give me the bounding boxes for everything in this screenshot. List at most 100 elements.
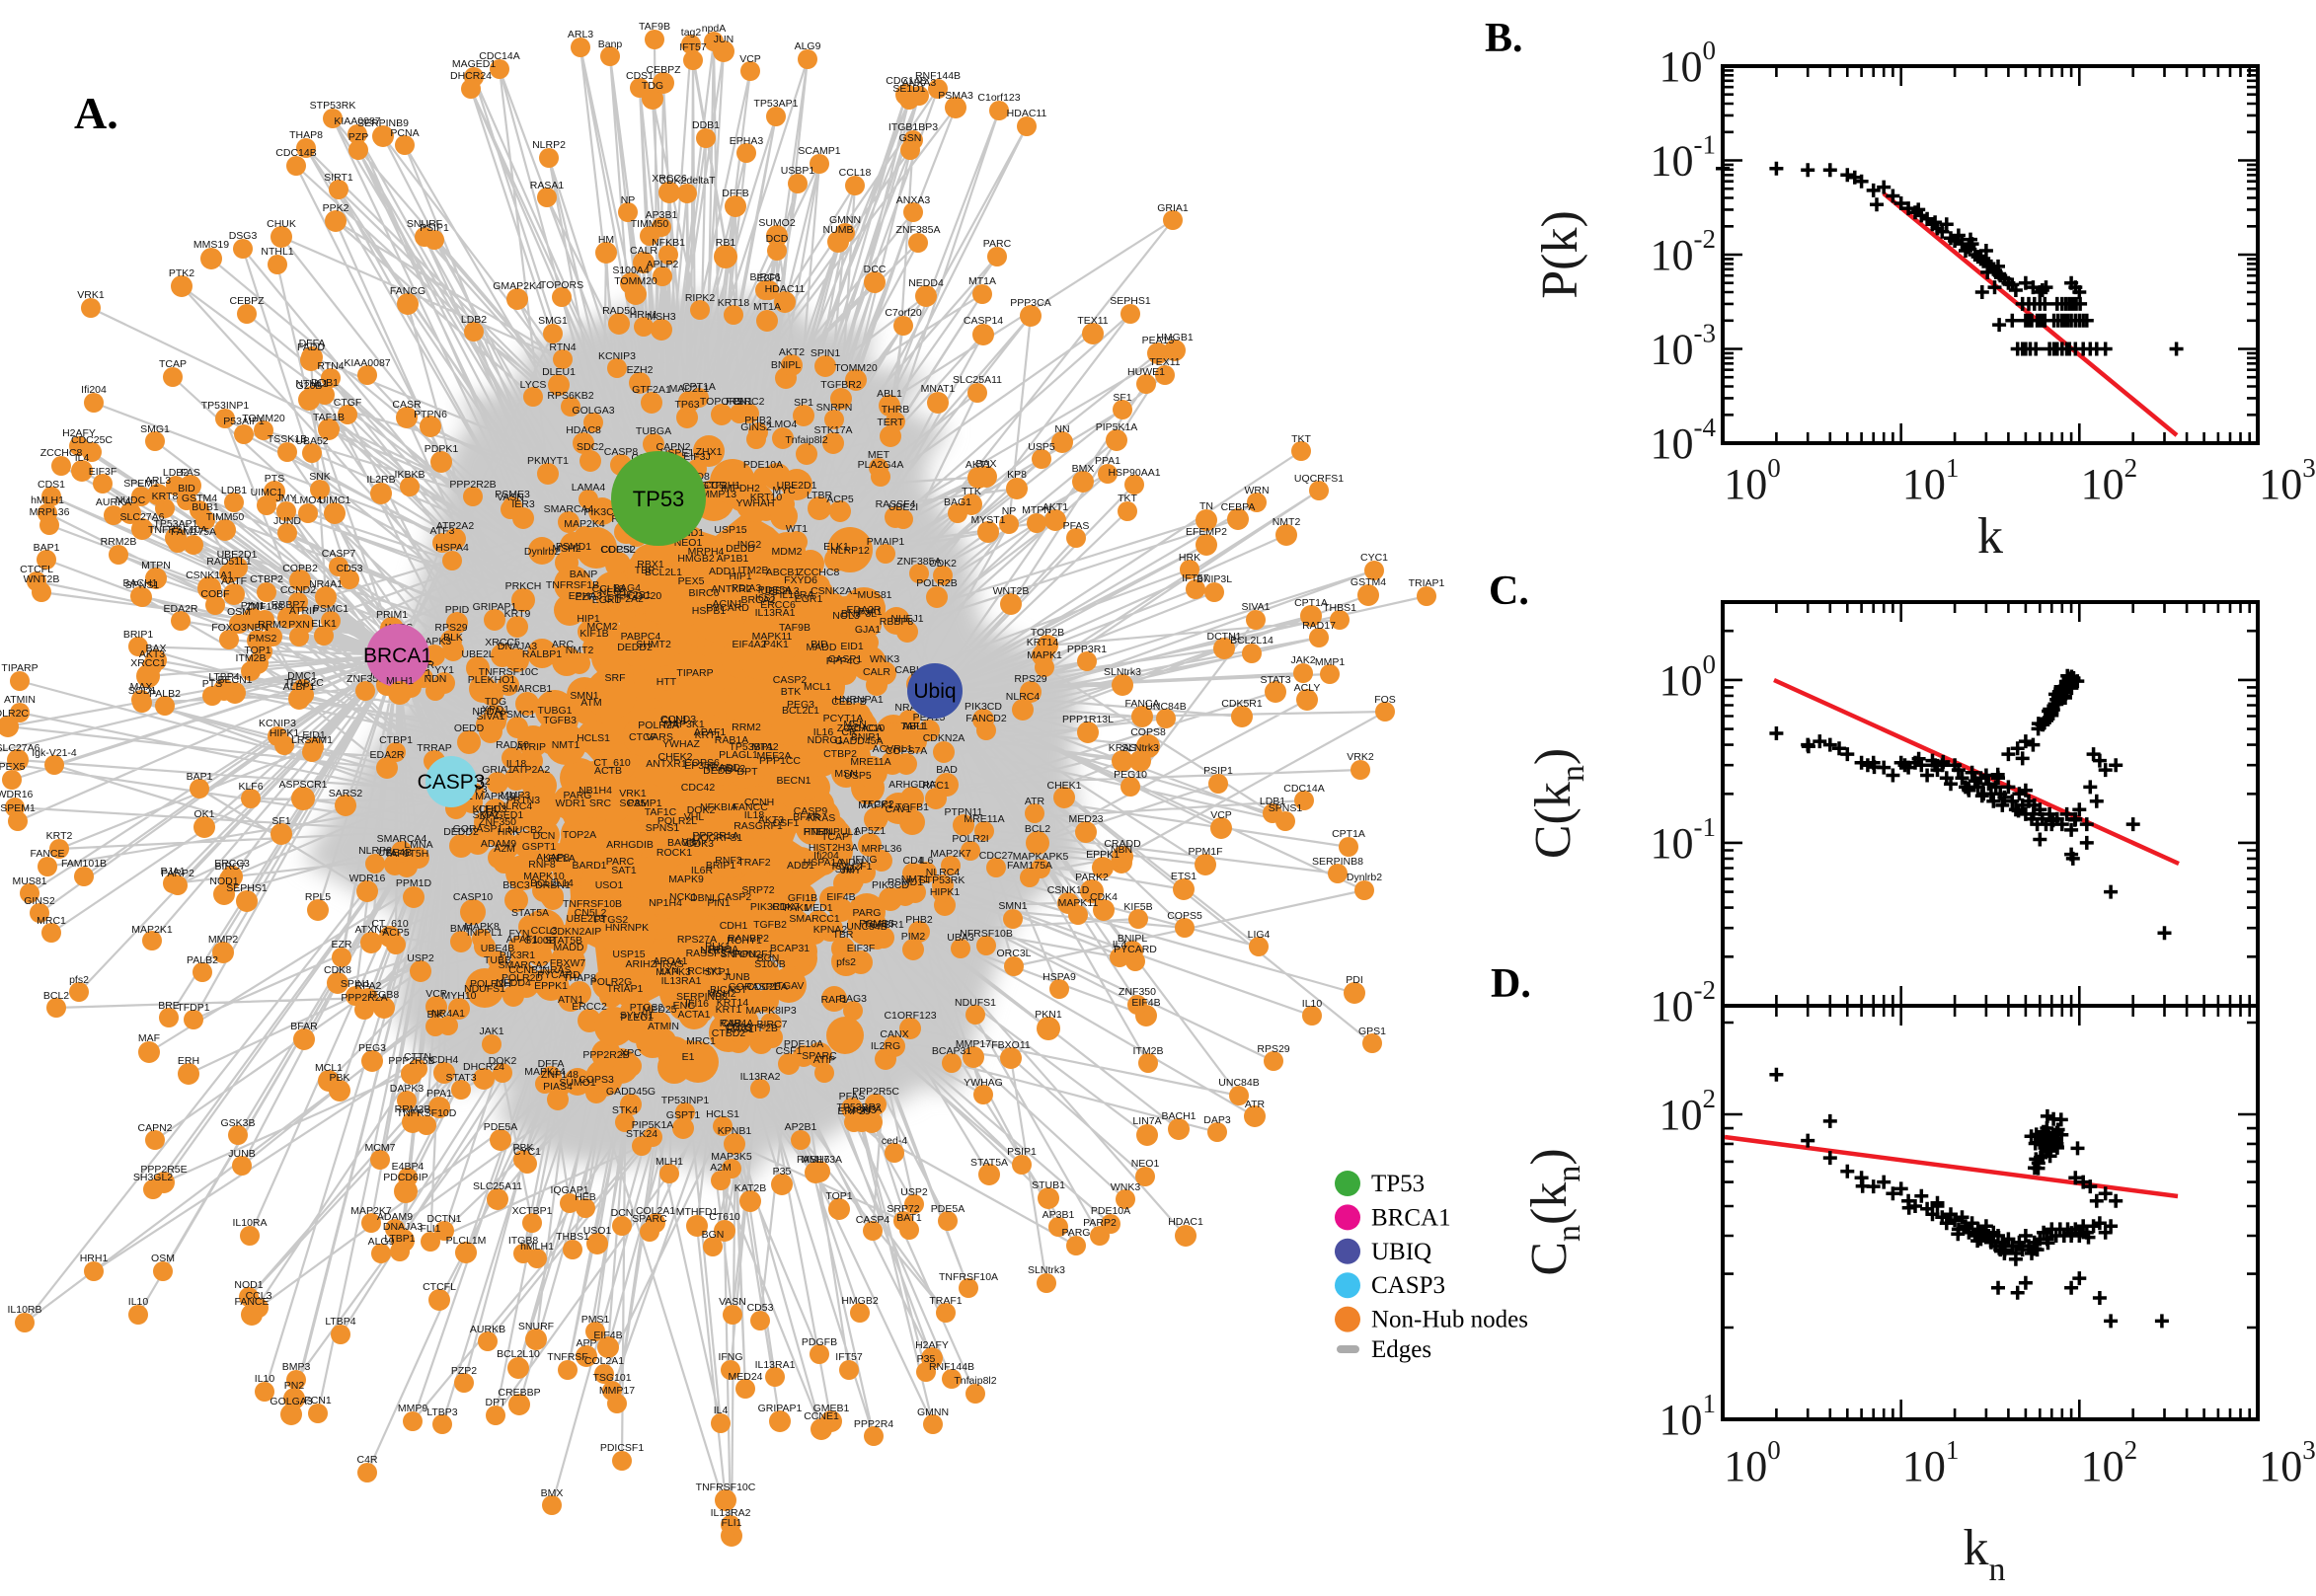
- svg-text:BCL2L14: BCL2L14: [1230, 635, 1274, 646]
- svg-text:EFEMP2: EFEMP2: [1186, 526, 1227, 538]
- svg-text:RNF2: RNF2: [715, 855, 742, 867]
- svg-text:IL13RA2: IL13RA2: [711, 1507, 751, 1519]
- svg-text:NB1H4: NB1H4: [579, 785, 612, 797]
- svg-text:TOPORS: TOPORS: [540, 279, 583, 291]
- svg-text:PIK3CD: PIK3CD: [965, 701, 1002, 713]
- svg-text:BNIP1: BNIP1: [851, 731, 882, 743]
- svg-text:VASN: VASN: [497, 492, 524, 503]
- svg-text:BAP1: BAP1: [34, 542, 60, 554]
- svg-text:NMT1: NMT1: [901, 874, 930, 885]
- svg-text:LMO4: LMO4: [294, 494, 323, 506]
- svg-text:ANTXR1: ANTXR1: [646, 758, 687, 770]
- svg-text:RBBP8: RBBP8: [880, 616, 914, 628]
- svg-text:PARC: PARC: [983, 238, 1012, 250]
- svg-text:MAPK8IP3: MAPK8IP3: [745, 1005, 797, 1017]
- svg-text:CAPN2: CAPN2: [656, 441, 690, 453]
- svg-text:DCN: DCN: [611, 1207, 634, 1219]
- svg-text:MED23: MED23: [1068, 813, 1103, 825]
- svg-text:PEA15: PEA15: [1142, 335, 1175, 346]
- svg-text:ZNF385A: ZNF385A: [897, 556, 942, 568]
- svg-text:PARG: PARG: [853, 907, 882, 919]
- svg-text:MED25: MED25: [642, 1004, 676, 1016]
- svg-text:TNFRSF10A: TNFRSF10A: [148, 524, 207, 536]
- svg-text:AKT2: AKT2: [779, 346, 805, 358]
- svg-text:PPP2R2B: PPP2R2B: [582, 1049, 629, 1061]
- svg-text:SLC25A11: SLC25A11: [953, 374, 1002, 386]
- svg-text:BARD1: BARD1: [572, 860, 606, 872]
- svg-text:TRIAP1: TRIAP1: [607, 983, 644, 995]
- svg-text:POU2F1: POU2F1: [733, 949, 774, 960]
- svg-text:EIF3J: EIF3J: [683, 451, 710, 463]
- svg-text:WDR16: WDR16: [349, 873, 386, 884]
- svg-text:ZCCHC8: ZCCHC8: [40, 447, 83, 459]
- svg-text:MMP3: MMP3: [501, 790, 530, 801]
- svg-text:HSPB1: HSPB1: [692, 605, 727, 617]
- svg-text:RASSF3: RASSF3: [686, 948, 727, 959]
- svg-text:MEF2A: MEF2A: [756, 750, 791, 762]
- svg-text:SMARCB1: SMARCB1: [502, 683, 553, 695]
- svg-text:DPT: DPT: [486, 1397, 507, 1408]
- svg-text:PPM1D: PPM1D: [396, 877, 432, 889]
- svg-text:PPP2R5E: PPP2R5E: [140, 1164, 187, 1176]
- svg-text:SRC: SRC: [589, 798, 612, 809]
- svg-text:IL4: IL4: [1113, 939, 1127, 950]
- svg-text:SMARCA4: SMARCA4: [377, 833, 427, 845]
- svg-text:P35: P35: [773, 1166, 792, 1178]
- svg-text:BRCA1: BRCA1: [1371, 1204, 1451, 1231]
- svg-text:UNC84B: UNC84B: [1145, 701, 1186, 713]
- svg-text:TRIAP1: TRIAP1: [1409, 577, 1445, 589]
- svg-text:MAPK10: MAPK10: [523, 871, 565, 882]
- svg-text:NP: NP: [621, 194, 636, 206]
- svg-text:C4R: C4R: [356, 1454, 377, 1466]
- svg-text:PIP5K1A: PIP5K1A: [1096, 421, 1138, 433]
- svg-text:BMX: BMX: [541, 1487, 564, 1499]
- svg-text:BCAP31: BCAP31: [770, 943, 810, 954]
- svg-text:ATIP: ATIP: [813, 1054, 836, 1066]
- svg-text:MYH10: MYH10: [441, 990, 476, 1002]
- svg-text:MMP9: MMP9: [398, 1403, 427, 1414]
- svg-text:HRAS: HRAS: [655, 958, 683, 970]
- svg-text:E1: E1: [682, 1051, 695, 1063]
- svg-text:MAP2K7: MAP2K7: [930, 848, 971, 860]
- svg-text:BCL2L1: BCL2L1: [782, 705, 819, 717]
- svg-text:NLRP2: NLRP2: [358, 845, 392, 857]
- svg-text:STK4: STK4: [612, 1104, 638, 1116]
- svg-text:HUWE1: HUWE1: [1127, 366, 1165, 378]
- svg-text:RASSF4: RASSF4: [876, 498, 916, 510]
- svg-text:SF1: SF1: [1113, 392, 1131, 404]
- svg-text:COL2A1: COL2A1: [584, 1355, 624, 1367]
- svg-text:MRE11A: MRE11A: [850, 756, 890, 768]
- svg-text:THBS1: THBS1: [1323, 602, 1356, 614]
- svg-text:TTK: TTK: [962, 486, 981, 497]
- svg-text:IL13RA2: IL13RA2: [740, 1071, 781, 1083]
- svg-text:PRTN3: PRTN3: [506, 795, 540, 806]
- svg-text:TIMM50: TIMM50: [206, 511, 245, 523]
- svg-text:NBN: NBN: [247, 622, 269, 634]
- svg-text:npdA: npdA: [702, 23, 727, 35]
- svg-text:DEDD: DEDD: [726, 543, 755, 555]
- svg-text:CSNK1A1: CSNK1A1: [186, 570, 233, 581]
- svg-text:GPS1: GPS1: [1358, 1026, 1386, 1037]
- svg-text:CCL3: CCL3: [246, 1290, 272, 1302]
- svg-text:BACH1: BACH1: [122, 577, 157, 589]
- svg-text:C1orf123: C1orf123: [977, 92, 1020, 104]
- svg-text:PMAIP1: PMAIP1: [867, 536, 905, 548]
- svg-text:AP3B1: AP3B1: [646, 209, 678, 221]
- svg-text:CDK2: CDK2: [929, 558, 957, 570]
- svg-text:IL6R: IL6R: [691, 865, 714, 876]
- svg-text:NLRP12: NLRP12: [830, 545, 870, 557]
- svg-text:CCND2: CCND2: [280, 584, 316, 596]
- svg-text:MRC1: MRC1: [686, 1035, 716, 1047]
- svg-text:BNIP3L: BNIP3L: [1197, 573, 1232, 585]
- svg-text:MAP2K7: MAP2K7: [350, 1205, 392, 1217]
- svg-text:HSP90AA1: HSP90AA1: [1108, 467, 1160, 479]
- svg-text:CANX: CANX: [880, 1028, 908, 1040]
- svg-text:CD4: CD4: [902, 855, 923, 867]
- svg-text:ATF3: ATF3: [430, 525, 455, 537]
- svg-text:TP53: TP53: [1371, 1171, 1425, 1197]
- svg-text:INPPL1: INPPL1: [467, 927, 502, 939]
- svg-text:S100A4: S100A4: [612, 265, 650, 276]
- svg-text:AP3B1: AP3B1: [1042, 1209, 1075, 1221]
- svg-text:MCM2: MCM2: [587, 621, 618, 633]
- svg-text:UBE4B: UBE4B: [481, 943, 514, 954]
